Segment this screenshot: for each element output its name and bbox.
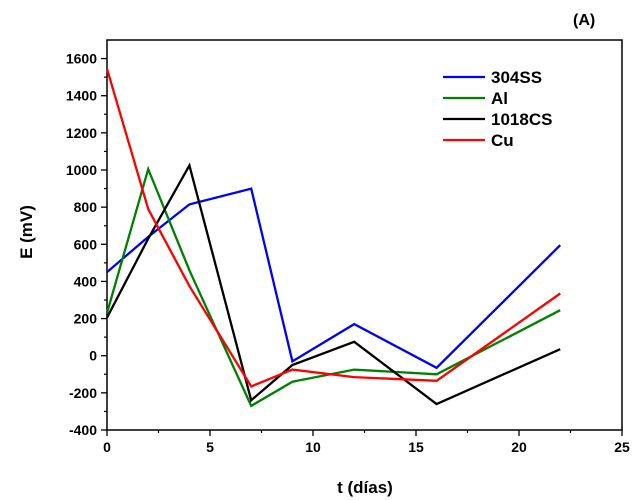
x-tick-label: 5 — [206, 439, 214, 455]
plot-area-frame — [106, 39, 623, 431]
series-line-304ss — [106, 187, 562, 370]
y-tick-label: 600 — [74, 236, 98, 252]
legend-label-cu: Cu — [491, 131, 514, 150]
x-tick-label: 25 — [614, 439, 630, 455]
y-tick-label: 1000 — [66, 162, 97, 178]
legend-label-1018cs: 1018CS — [491, 110, 552, 129]
y-tick-label: 1200 — [66, 125, 97, 141]
y-tick-label: 800 — [74, 199, 98, 215]
y-tick-label: 200 — [74, 311, 98, 327]
x-axis-title: t (días) — [337, 478, 393, 497]
y-tick-label: 1400 — [66, 88, 97, 104]
legend: 304SS Al 1018CS Cu — [443, 68, 552, 150]
x-tick-label: 20 — [511, 439, 527, 455]
y-tick-label: -200 — [69, 385, 97, 401]
y-axis-title: E (mV) — [17, 205, 36, 259]
y-tick-label: -400 — [69, 422, 97, 438]
x-tick-label: 0 — [103, 439, 111, 455]
legend-label-304ss: 304SS — [491, 68, 542, 87]
y-tick-label: 0 — [89, 348, 97, 364]
y-tick-label: 400 — [74, 273, 98, 289]
series-line-1018cs — [105, 162, 561, 406]
series-line-cu — [105, 68, 561, 388]
series-lines — [105, 68, 562, 408]
legend-label-al: Al — [491, 89, 508, 108]
y-tick-label: 1600 — [66, 51, 97, 67]
x-axis: 0 5 10 15 20 25 — [103, 430, 630, 455]
series-line-al — [105, 165, 561, 408]
x-tick-label: 15 — [408, 439, 424, 455]
panel-label: (A) — [573, 12, 595, 29]
x-tick-label: 10 — [305, 439, 321, 455]
y-axis: -400 -200 0 200 400 600 800 1000 1200 1400 1600 — [66, 51, 107, 438]
